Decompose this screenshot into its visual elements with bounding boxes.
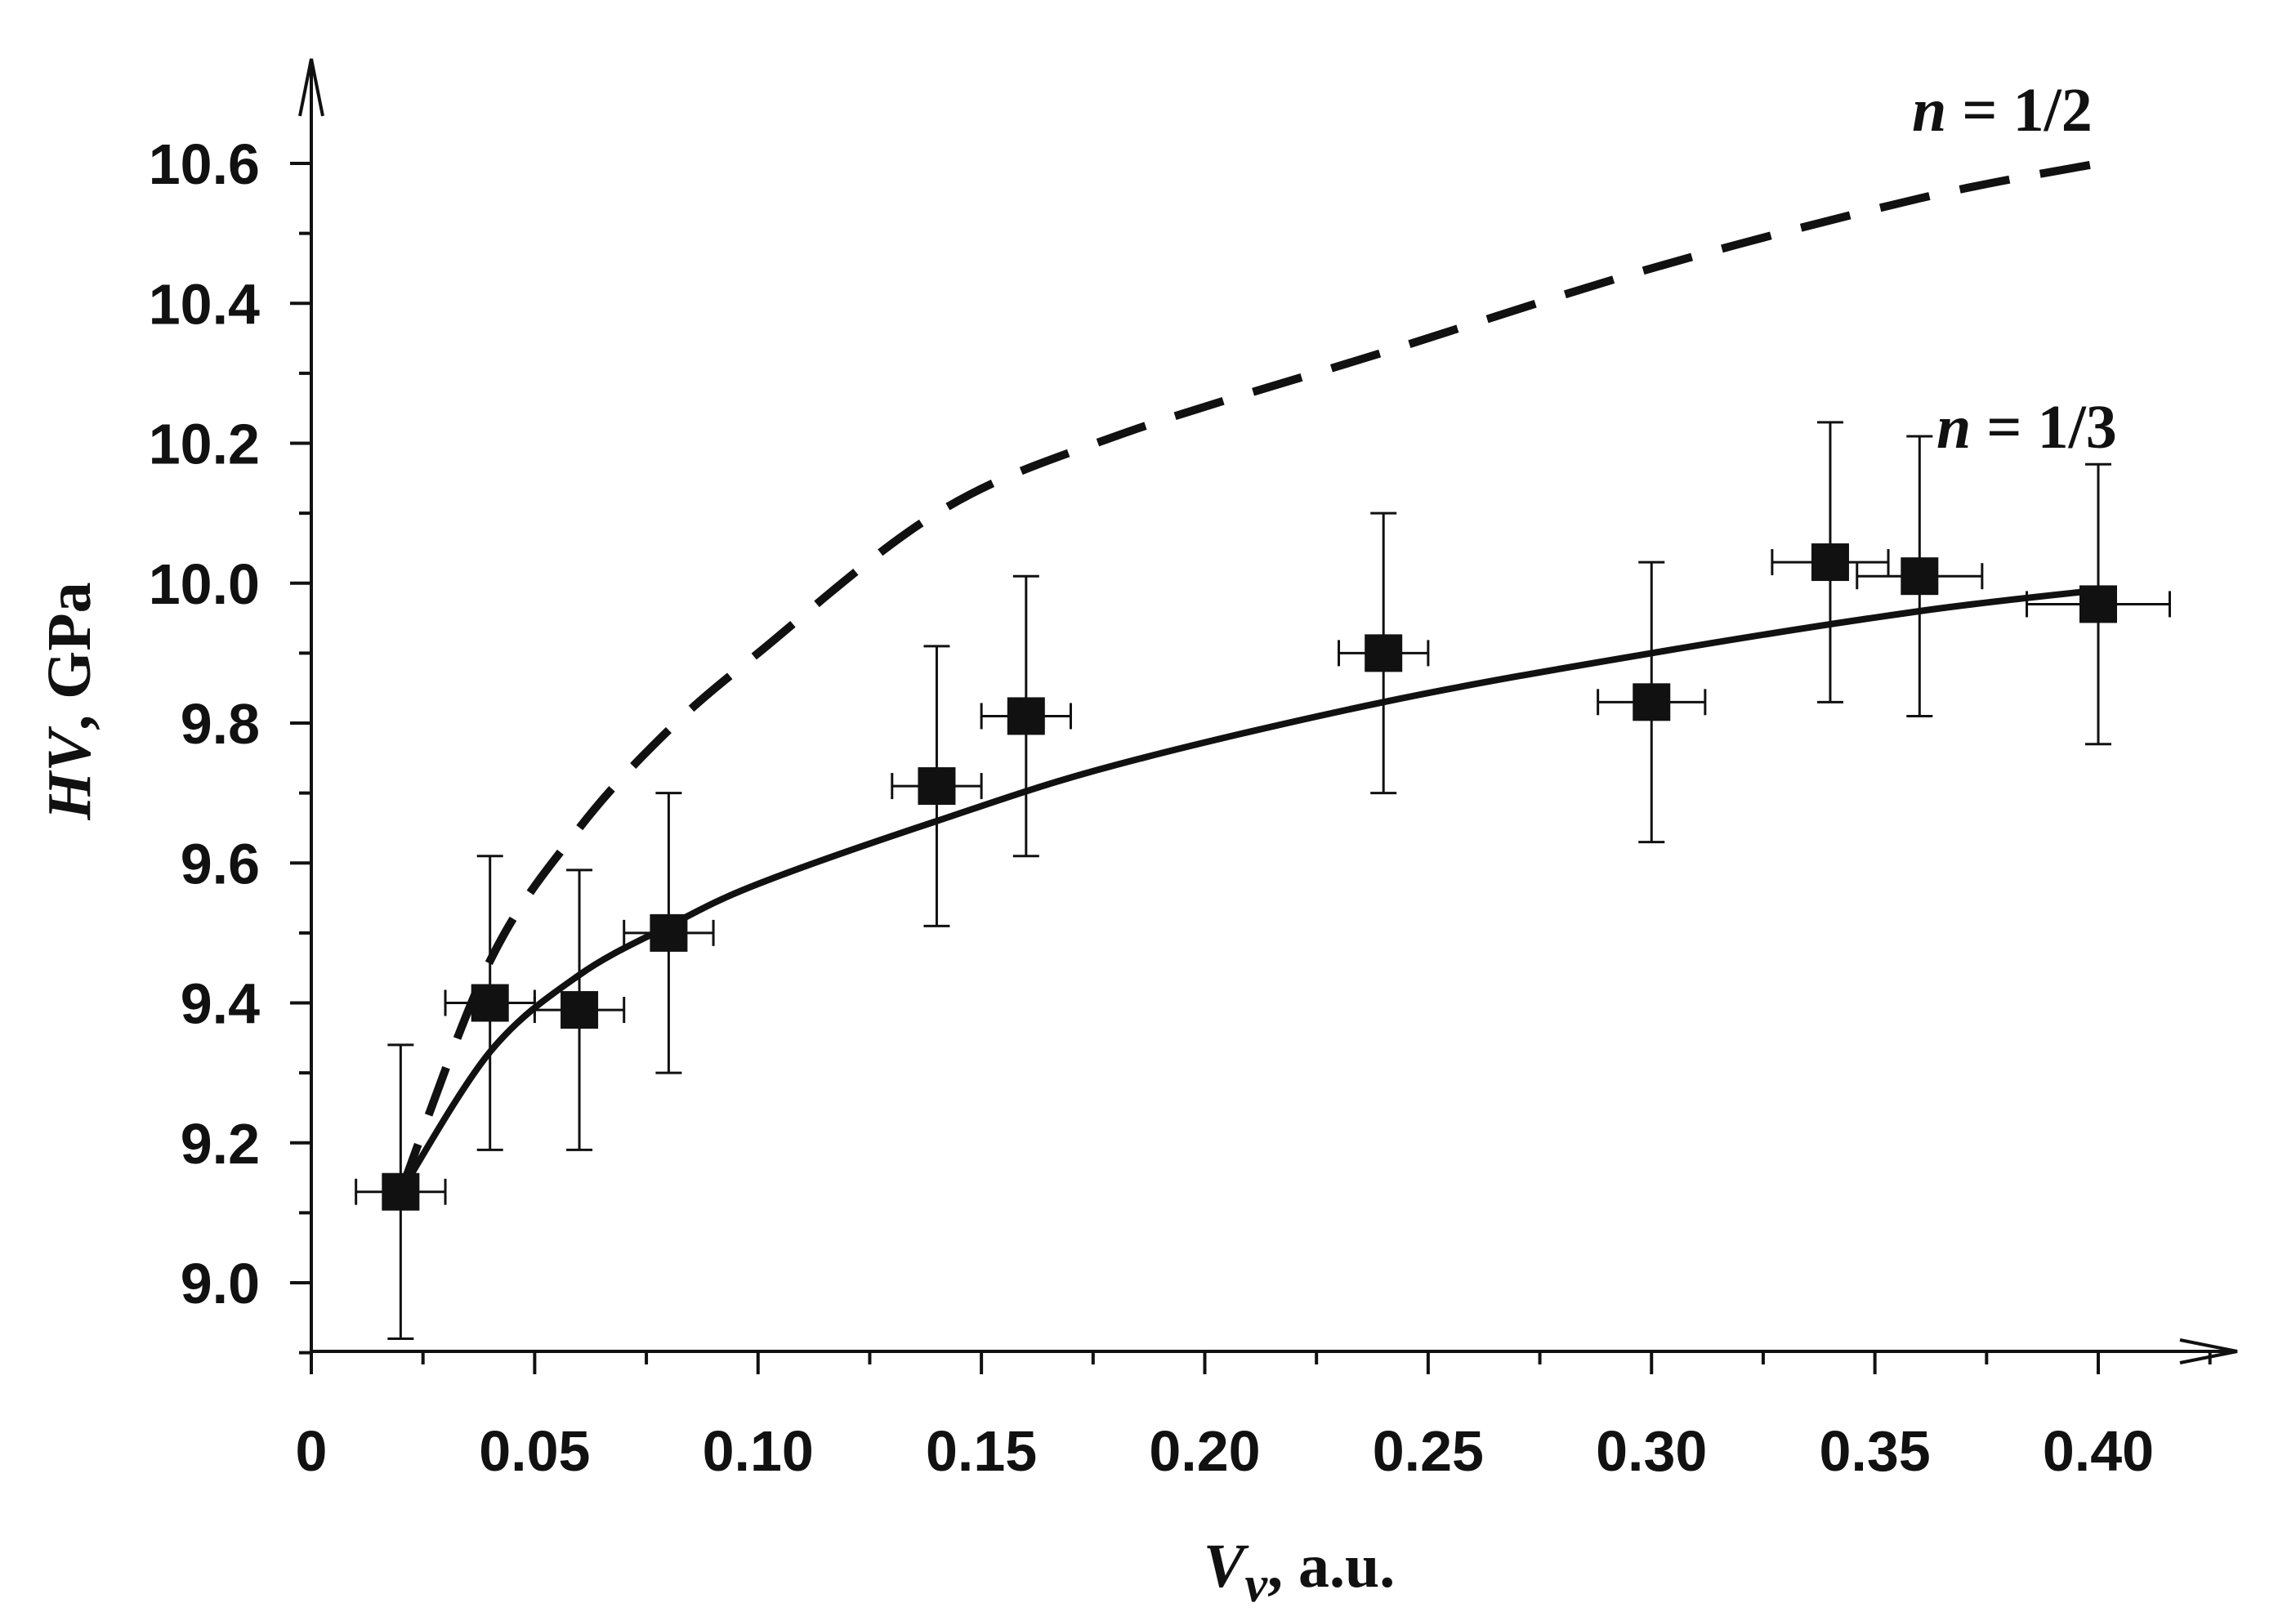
- y-tick-label: 9.2: [181, 1112, 260, 1176]
- data-point-marker: [382, 1172, 420, 1211]
- data-point-marker: [2079, 585, 2117, 623]
- annotation-n-1-2: n = 1/2: [1912, 76, 2093, 145]
- x-tick-label: 0.20: [1149, 1419, 1260, 1483]
- y-tick-label: 10.6: [149, 132, 260, 196]
- data-point-marker: [471, 984, 509, 1022]
- x-tick-label: 0.35: [1820, 1419, 1931, 1483]
- annotation-var: n: [1936, 393, 1971, 462]
- x-axis-subscript: v: [1244, 1557, 1268, 1613]
- data-markers: [382, 543, 2117, 1211]
- fit-curve-n-1-2: [396, 159, 2099, 1194]
- data-point-marker: [1007, 697, 1045, 735]
- x-axis-title: Vv, a.u.: [1204, 1532, 1396, 1613]
- y-tick-label: 9.8: [181, 692, 260, 756]
- annotation-var: n: [1912, 76, 1946, 145]
- annotation-value: = 1/3: [1971, 393, 2116, 462]
- y-tick-label: 9.6: [181, 832, 260, 895]
- y-axis-unit: , GPa: [35, 582, 104, 730]
- data-point-marker: [1901, 557, 1939, 596]
- annotation-n-1-3: n = 1/3: [1936, 393, 2117, 462]
- fit-curve-n-1-3: [398, 587, 2099, 1194]
- x-axis-arrow-icon: [2179, 1338, 2238, 1364]
- x-tick-label: 0.15: [926, 1419, 1037, 1483]
- y-axis-title: HV, GPa: [35, 582, 104, 820]
- data-point-marker: [561, 991, 599, 1029]
- annotation-value: = 1/2: [1946, 76, 2092, 145]
- y-tick-label: 9.0: [181, 1252, 260, 1315]
- y-axis-arrow-icon: [298, 58, 324, 117]
- fit-curves: [396, 159, 2099, 1194]
- y-tick-label: 10.4: [149, 272, 260, 336]
- x-tick-label: 0.05: [479, 1419, 590, 1483]
- x-axis-var: V: [1204, 1532, 1249, 1601]
- y-axis-var: HV: [35, 726, 104, 821]
- data-point-marker: [1365, 634, 1403, 672]
- axes: 0 0.05 0.10 0.15 0.20 0.25 0.30 0.35 0.40 9.0 9.2 9…: [149, 58, 2238, 1483]
- x-tick-label: 0.40: [2043, 1419, 2154, 1483]
- x-tick-label: 0.10: [703, 1419, 814, 1483]
- y-tick-label: 10.0: [149, 552, 260, 616]
- data-point-marker: [1811, 543, 1849, 582]
- x-tick-label: 0: [296, 1419, 328, 1483]
- data-point-marker: [650, 913, 688, 952]
- data-point-marker: [1633, 683, 1671, 721]
- x-axis-unit: , a.u.: [1267, 1532, 1395, 1601]
- error-bars: [355, 421, 2171, 1340]
- x-tick-label: 0.25: [1373, 1419, 1484, 1483]
- y-tick-label: 10.2: [149, 413, 260, 476]
- x-tick-label: 0.30: [1596, 1419, 1707, 1483]
- data-point-marker: [918, 767, 956, 806]
- y-tick-label: 9.4: [181, 972, 260, 1036]
